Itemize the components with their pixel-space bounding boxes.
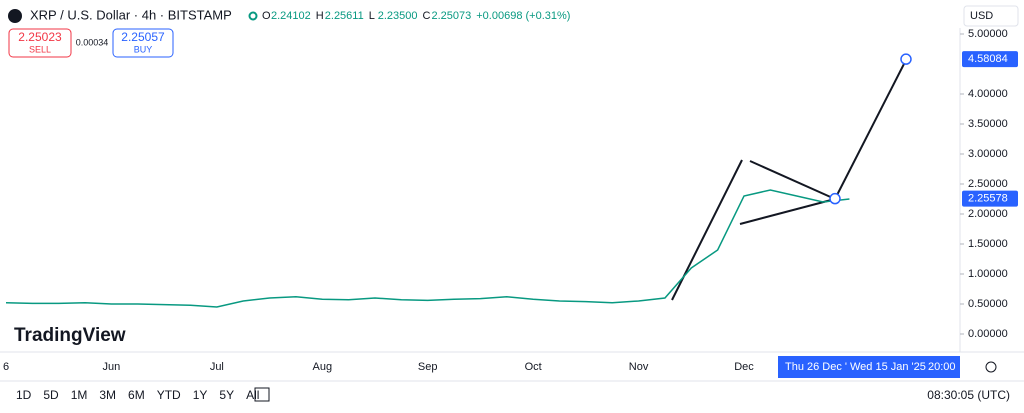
- price-marker-box: [962, 190, 1018, 207]
- y-tick-label: 3.00000: [968, 148, 1008, 160]
- sell-price: 2.25023: [18, 30, 62, 44]
- range-button[interactable]: 6M: [128, 388, 145, 402]
- x-tick-label: Nov: [629, 361, 649, 373]
- price-marker-box: [962, 51, 1018, 68]
- y-tick-label: 2.50000: [968, 178, 1008, 190]
- y-tick-label: 4.00000: [968, 88, 1008, 100]
- buy-label: BUY: [134, 44, 153, 54]
- drawing-point: [900, 53, 912, 65]
- triangle-upper: [749, 160, 836, 200]
- y-tick-label: 0.00000: [968, 328, 1008, 340]
- y-tick-label: 2.00000: [968, 208, 1008, 220]
- x-tick-label: Aug: [312, 361, 332, 373]
- range-button[interactable]: 5Y: [219, 388, 234, 402]
- date-range-icon[interactable]: [254, 387, 270, 402]
- spread: 0.00034: [76, 37, 109, 47]
- ohlc-key: H: [316, 10, 324, 22]
- x-tick-label: Jul: [210, 361, 224, 373]
- clock: 08:30:05 (UTC): [927, 388, 1010, 402]
- y-tick-label: 1.00000: [968, 268, 1008, 280]
- settings-icon[interactable]: [985, 361, 997, 373]
- time-label: Wed 15 Jan '25: [850, 361, 926, 373]
- time-range-highlight: [778, 356, 960, 378]
- sell-button[interactable]: [8, 28, 72, 58]
- x-tick-label: Sep: [418, 361, 438, 373]
- drawing-point: [829, 192, 841, 205]
- price-line: [5, 189, 850, 308]
- buy-price: 2.25057: [121, 30, 165, 44]
- symbol-icon: [8, 9, 22, 23]
- x-tick-label: Oct: [525, 361, 542, 373]
- time-label: Thu 26 Dec ': [785, 361, 847, 373]
- x-tick-label: Dec: [734, 361, 754, 373]
- currency: USD: [970, 10, 993, 22]
- range-button[interactable]: 3M: [99, 388, 116, 402]
- projection-line: [834, 59, 907, 200]
- ohlc-change: +0.00698 (+0.31%): [476, 10, 570, 22]
- symbol-title: XRP / U.S. Dollar · 4h · BITSTAMP: [30, 7, 232, 22]
- time-label: 20:00: [928, 361, 956, 373]
- price-marker-label: 2.25578: [968, 193, 1008, 205]
- x-tick-label: 6: [3, 361, 9, 373]
- watermark: TradingView: [14, 325, 126, 346]
- ohlc-value: 2.25073: [431, 10, 471, 22]
- range-button[interactable]: 1Y: [193, 388, 208, 402]
- y-tick-label: 1.50000: [968, 238, 1008, 250]
- triangle-lower: [739, 198, 836, 225]
- y-tick-label: 5.00000: [968, 28, 1008, 40]
- status-dot: [248, 11, 258, 21]
- buy-button[interactable]: [112, 28, 174, 58]
- ohlc-key: O: [262, 10, 271, 22]
- ohlc-value: 2.23500: [378, 10, 418, 22]
- range-button[interactable]: 1D: [16, 388, 32, 402]
- ohlc-value: 2.25611: [325, 10, 364, 22]
- price-marker-label: 4.58084: [968, 53, 1008, 65]
- range-button[interactable]: 5D: [43, 388, 59, 402]
- range-button[interactable]: YTD: [157, 388, 181, 402]
- range-button[interactable]: All: [246, 388, 259, 402]
- ohlc-value: 2.24102: [271, 10, 311, 22]
- currency-select[interactable]: [963, 5, 1019, 27]
- sell-label: SELL: [29, 44, 51, 54]
- y-tick-label: 0.50000: [968, 298, 1008, 310]
- ohlc-key: C: [422, 10, 430, 22]
- y-tick-label: 3.50000: [968, 118, 1008, 130]
- range-button[interactable]: 1M: [71, 388, 88, 402]
- ohlc-key: L: [369, 10, 375, 22]
- x-tick-label: Jun: [103, 361, 121, 373]
